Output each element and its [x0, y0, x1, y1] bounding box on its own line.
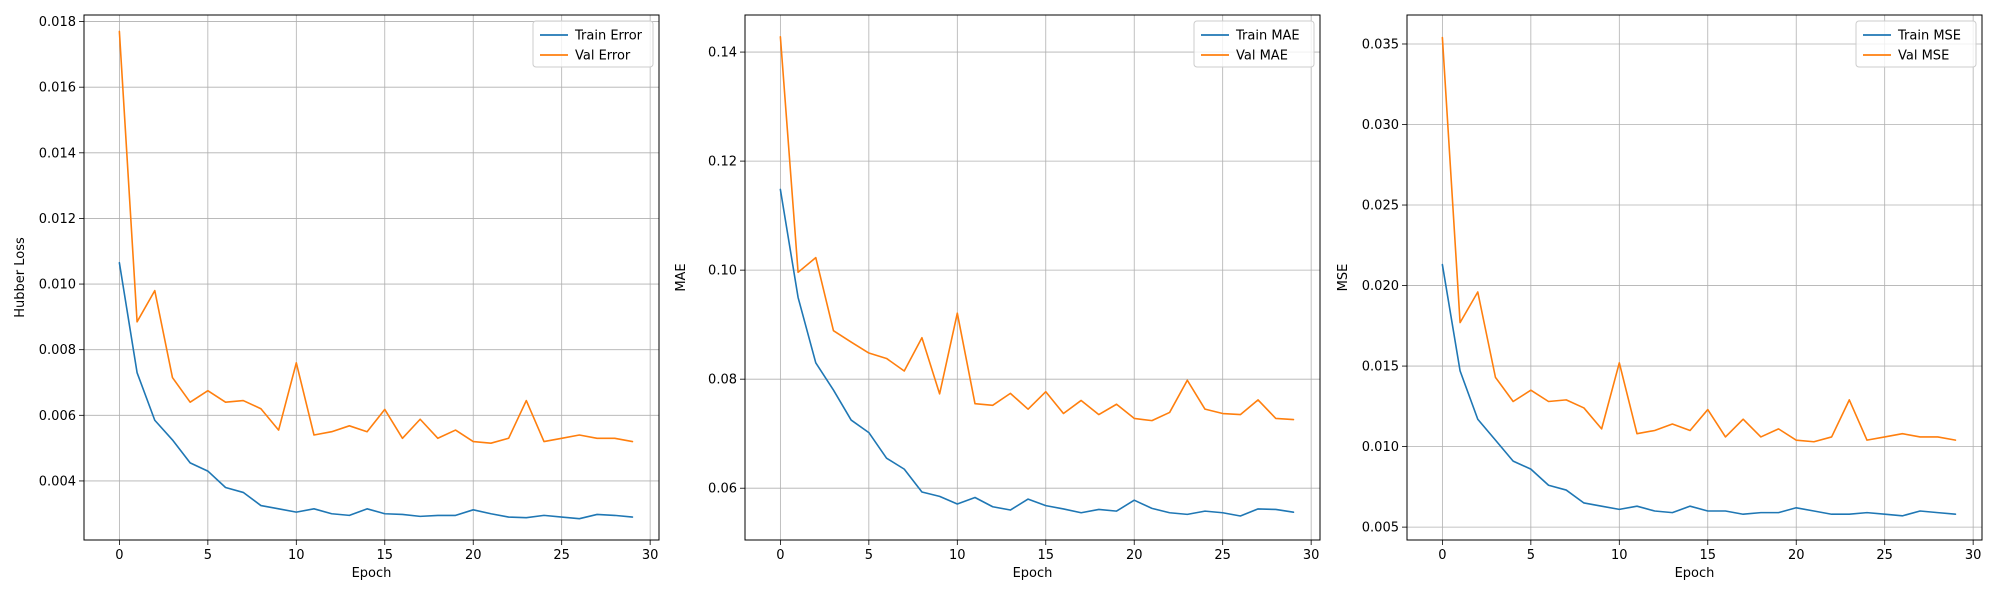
legend-entry-label: Val MAE	[1236, 49, 1288, 64]
legend: Train MSE Val MSE	[1855, 20, 1977, 68]
axes-frame	[1406, 14, 1983, 541]
y-tick-label: 0.016	[39, 81, 76, 96]
x-axis-label: Epoch	[1675, 566, 1715, 581]
y-tick-label: 0.005	[1362, 521, 1399, 536]
x-tick-label: 25	[553, 548, 570, 563]
y-tick-label: 0.06	[708, 482, 737, 497]
x-axis-label: Epoch	[1013, 566, 1053, 581]
x-tick-label: 0	[115, 548, 123, 563]
grid-lines	[84, 15, 659, 540]
y-tick-label: 0.025	[1362, 199, 1399, 214]
y-tick-label: 0.004	[39, 474, 76, 489]
legend: Train Error Val Error	[532, 20, 654, 68]
grid-lines	[745, 15, 1320, 540]
x-tick-label: 20	[1788, 548, 1805, 563]
y-tick-label: 0.010	[1362, 440, 1399, 455]
series-line-val-mse	[1441, 36, 1957, 443]
series-line-train-mae	[779, 188, 1295, 517]
x-tick-label: 5	[1527, 548, 1535, 563]
x-tick-label: 15	[376, 548, 393, 563]
legend: Train MAE Val MAE	[1193, 20, 1315, 68]
x-tick-label: 10	[949, 548, 966, 563]
y-tick-label: 0.018	[39, 15, 76, 30]
y-tick-label: 0.012	[39, 212, 76, 227]
y-tick-label: 0.08	[708, 373, 737, 388]
x-tick-label: 10	[1611, 548, 1628, 563]
x-tick-label: 5	[865, 548, 873, 563]
axes-frame	[83, 14, 660, 541]
legend-entry-label: Train MSE	[1897, 29, 1961, 44]
axes-frame	[744, 14, 1321, 541]
y-tick-label: 0.015	[1362, 360, 1399, 375]
y-tick-label: 0.008	[39, 343, 76, 358]
legend-entry-label: Train Error	[574, 29, 643, 44]
x-tick-label: 5	[204, 548, 212, 563]
x-tick-label: 25	[1876, 548, 1893, 563]
y-axis-label: MSE	[1336, 264, 1351, 292]
legend-entry-label: Train MAE	[1235, 29, 1300, 44]
y-tick-label: 0.035	[1362, 37, 1399, 52]
x-tick-label: 30	[642, 548, 659, 563]
legend-entry-label: Val Error	[575, 49, 631, 64]
series-line-val-mae	[779, 36, 1295, 422]
series-line-train-mse	[1441, 263, 1957, 517]
grid-lines	[1407, 15, 1982, 540]
x-tick-label: 20	[1126, 548, 1143, 563]
chart-panel-2: 0 5 10 15 20 25 30 0.06 0.08 0.10 0.12 0.14 Epoch MAE…	[674, 14, 1321, 581]
y-tick-label: 0.010	[39, 278, 76, 293]
chart-panel-3: 0 5 10 15 20 25 30 0.005 0.010 0.015 0.020 0.025 0.0…	[1336, 14, 1983, 581]
x-tick-label: 15	[1699, 548, 1716, 563]
y-tick-label: 0.12	[708, 155, 737, 170]
y-tick-label: 0.10	[708, 264, 737, 279]
x-tick-label: 15	[1037, 548, 1054, 563]
y-tick-label: 0.14	[708, 46, 737, 61]
x-axis-label: Epoch	[352, 566, 392, 581]
y-axis-label: MAE	[674, 263, 689, 291]
y-tick-label: 0.014	[39, 146, 76, 161]
y-tick-label: 0.006	[39, 409, 76, 424]
series-line-val-error	[118, 30, 634, 445]
y-tick-label: 0.030	[1362, 118, 1399, 133]
legend-entry-label: Val MSE	[1898, 49, 1949, 64]
x-tick-label: 30	[1965, 548, 1982, 563]
x-tick-label: 0	[776, 548, 784, 563]
y-axis-label: Hubber Loss	[13, 237, 28, 318]
y-tick-label: 0.020	[1362, 279, 1399, 294]
series-line-train-error	[118, 261, 634, 520]
x-tick-label: 30	[1303, 548, 1320, 563]
x-tick-label: 25	[1214, 548, 1231, 563]
x-tick-label: 10	[288, 548, 305, 563]
chart-panel-1: 0 5 10 15 20 25 30 0.004 0.006 0.008 0.010 0.012 0.0…	[13, 14, 660, 581]
x-tick-label: 20	[465, 548, 482, 563]
x-tick-label: 0	[1438, 548, 1446, 563]
